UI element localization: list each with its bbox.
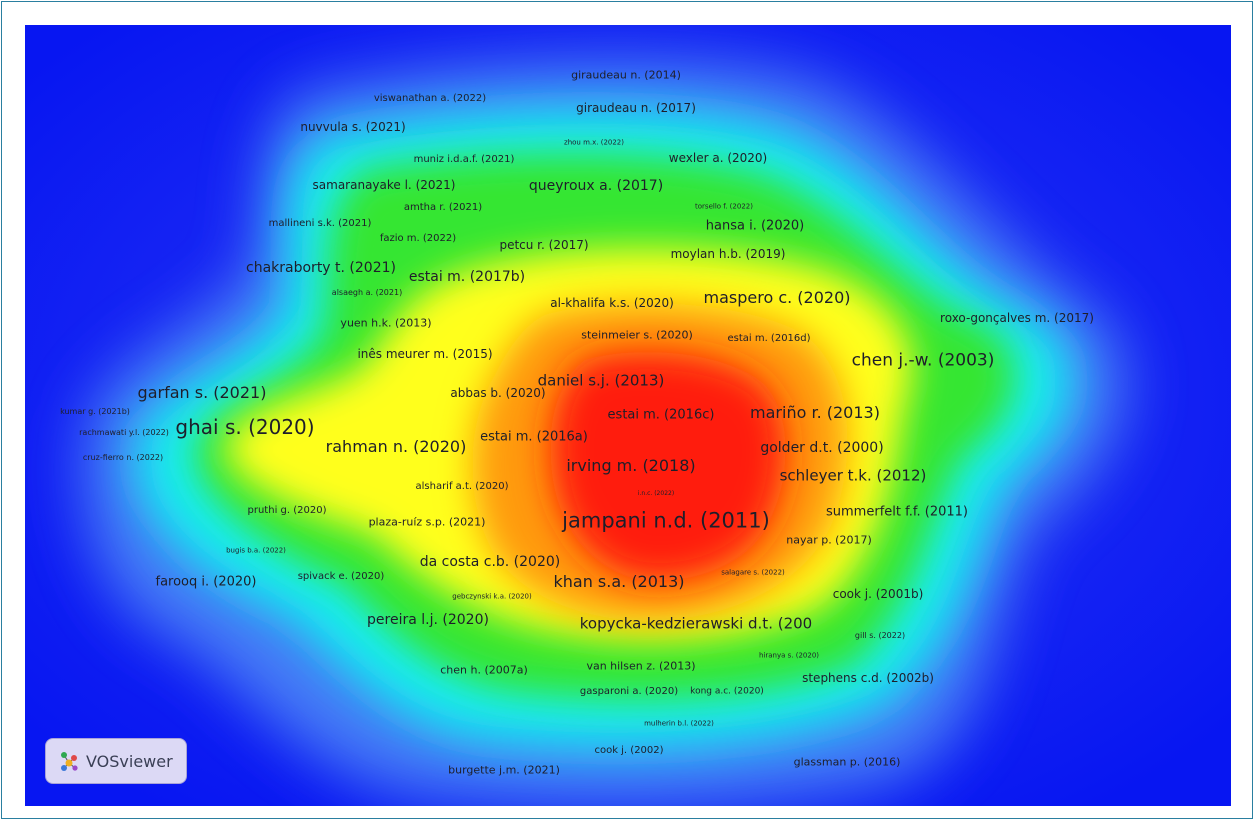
node-label[interactable]: bugis b.a. (2022)	[226, 546, 286, 555]
density-heatmap	[25, 25, 1231, 806]
node-label[interactable]: gasparoni a. (2020)	[579, 686, 679, 697]
node-label[interactable]: gill s. (2022)	[854, 631, 906, 640]
node-label[interactable]: i.n.c. (2022)	[637, 490, 675, 497]
node-label[interactable]: chakraborty t. (2021)	[246, 260, 396, 276]
node-label[interactable]: torsello f. (2022)	[695, 202, 753, 211]
node-label[interactable]: da costa c.b. (2020)	[419, 554, 561, 570]
node-label[interactable]: kumar g. (2021b)	[60, 407, 130, 416]
node-label[interactable]: abbas b. (2020)	[450, 386, 546, 400]
node-label[interactable]: roxo-gonçalves m. (2017)	[940, 311, 1094, 325]
node-label[interactable]: amtha r. (2021)	[403, 202, 483, 213]
node-label[interactable]: mallineni s.k. (2021)	[268, 218, 372, 229]
node-label[interactable]: wexler a. (2020)	[668, 151, 768, 165]
node-label[interactable]: zhou m.x. (2022)	[564, 138, 624, 147]
node-label[interactable]: fazio m. (2022)	[379, 233, 457, 244]
node-label[interactable]: nuvvula s. (2021)	[300, 120, 406, 134]
node-label[interactable]: rahman n. (2020)	[325, 437, 467, 456]
node-label[interactable]: schleyer t.k. (2012)	[779, 466, 927, 485]
node-label[interactable]: glassman p. (2016)	[793, 755, 901, 769]
node-label[interactable]: muniz i.d.a.f. (2021)	[413, 154, 515, 165]
node-label[interactable]: estai m. (2016d)	[727, 333, 811, 344]
node-label[interactable]: khan s.a. (2013)	[553, 572, 685, 591]
node-label[interactable]: jampani n.d. (2011)	[562, 508, 770, 533]
node-label[interactable]: alsharif a.t. (2020)	[415, 481, 509, 492]
node-label[interactable]: queyroux a. (2017)	[528, 178, 664, 194]
node-label[interactable]: al-khalifa k.s. (2020)	[550, 296, 674, 310]
node-label[interactable]: salagare s. (2022)	[721, 568, 785, 577]
node-label[interactable]: van hilsen z. (2013)	[586, 659, 696, 673]
node-label[interactable]: yuen h.k. (2013)	[340, 316, 432, 330]
node-label[interactable]: hiranya s. (2020)	[758, 651, 820, 660]
node-label[interactable]: summerfelt f.f. (2011)	[826, 504, 968, 520]
node-label[interactable]: mariño r. (2013)	[750, 403, 880, 422]
node-label[interactable]: estai m. (2016a)	[480, 429, 588, 445]
node-label[interactable]: pereira l.j. (2020)	[367, 612, 489, 628]
node-label[interactable]: pruthi g. (2020)	[247, 505, 327, 516]
node-label[interactable]: ghai s. (2020)	[175, 415, 315, 439]
node-label[interactable]: petcu r. (2017)	[499, 238, 589, 252]
node-label[interactable]: daniel s.j. (2013)	[537, 371, 665, 390]
node-label[interactable]: plaza-ruíz s.p. (2021)	[368, 515, 486, 529]
node-label[interactable]: irving m. (2018)	[566, 456, 696, 475]
density-map[interactable]	[25, 25, 1231, 806]
node-label[interactable]: inês meurer m. (2015)	[357, 347, 493, 361]
vosviewer-logo-text: VOSviewer	[86, 751, 173, 771]
node-label[interactable]: giraudeau n. (2014)	[571, 68, 681, 82]
node-label[interactable]: samaranayake l. (2021)	[312, 178, 456, 192]
vosviewer-logo-icon	[61, 752, 78, 771]
node-label[interactable]: cook j. (2002)	[594, 745, 664, 756]
node-label[interactable]: estai m. (2016c)	[607, 407, 715, 423]
node-label[interactable]: gebczynski k.a. (2020)	[452, 592, 532, 601]
node-label[interactable]: mulherin b.l. (2022)	[644, 719, 714, 728]
node-label[interactable]: spivack e. (2020)	[297, 571, 385, 582]
node-label[interactable]: nayar p. (2017)	[786, 533, 872, 547]
vosviewer-logo: VOSviewer	[45, 738, 187, 784]
node-label[interactable]: estai m. (2017b)	[408, 269, 526, 285]
node-label[interactable]: alsaegh a. (2021)	[331, 288, 403, 297]
node-label[interactable]: maspero c. (2020)	[703, 288, 851, 307]
red-core	[550, 352, 786, 581]
node-label[interactable]: chen h. (2007a)	[440, 663, 528, 677]
node-label[interactable]: garfan s. (2021)	[137, 383, 267, 402]
node-label[interactable]: farooq i. (2020)	[155, 574, 257, 590]
node-label[interactable]: kong a.c. (2020)	[690, 686, 764, 697]
node-label[interactable]: giraudeau n. (2017)	[576, 101, 696, 115]
node-label[interactable]: kopycka-kedzierawski d.t. (200	[579, 614, 813, 633]
node-label[interactable]: chen j.-w. (2003)	[851, 350, 995, 371]
node-label[interactable]: viswanathan a. (2022)	[373, 93, 487, 104]
node-label[interactable]: hansa i. (2020)	[705, 218, 805, 234]
node-label[interactable]: golder d.t. (2000)	[760, 440, 884, 456]
node-label[interactable]: burgette j.m. (2021)	[448, 763, 560, 777]
node-label[interactable]: cook j. (2001b)	[832, 587, 924, 601]
node-label[interactable]: rachmawati y.l. (2022)	[79, 428, 169, 437]
node-label[interactable]: steinmeier s. (2020)	[581, 328, 693, 342]
node-label[interactable]: cruz-fierro n. (2022)	[82, 453, 164, 462]
node-label[interactable]: moylan h.b. (2019)	[670, 247, 786, 261]
node-label[interactable]: stephens c.d. (2002b)	[802, 671, 934, 685]
